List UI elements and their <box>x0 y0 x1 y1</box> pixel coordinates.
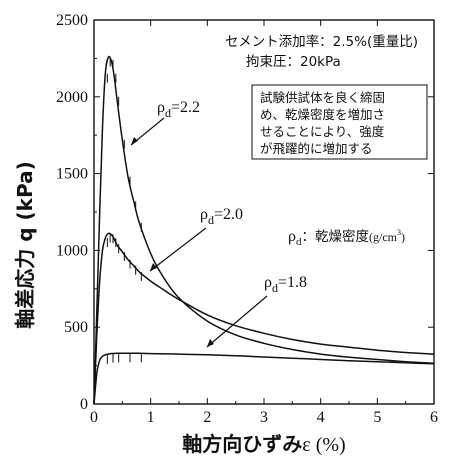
series-line-2-2 <box>93 55 435 405</box>
series-label-2-0: ρd=2.0 <box>149 206 243 272</box>
plot-frame <box>93 19 435 405</box>
y-tick-label: 2000 <box>56 89 88 106</box>
x-tick-label: 4 <box>317 409 325 426</box>
axes: 0 1 2 3 4 5 6 0 500 1000 1500 2000 2500 <box>56 12 438 426</box>
series-label-2-2-rho: ρ <box>157 99 165 116</box>
series-label-2-2: ρd=2.2 <box>130 99 200 146</box>
density-legend-text: ：乾燥密度 <box>301 228 369 245</box>
density-legend-rho: ρ <box>288 228 296 245</box>
series-label-1-8-sub: d <box>272 281 278 295</box>
series-label-2-0-value: =2.0 <box>214 206 243 223</box>
series-label-1-8-value: =1.8 <box>278 274 307 291</box>
y-tick-label: 1000 <box>56 242 88 259</box>
x-tick-label: 3 <box>260 409 268 426</box>
x-tick-label: 0 <box>90 409 98 426</box>
y-axis-label: 軸差応力 q (kPa) <box>13 161 37 328</box>
density-legend-rho-sub: d <box>296 236 302 248</box>
note-line-3: せることにより、強度 <box>260 124 385 139</box>
density-legend-sup: 3 <box>397 228 401 237</box>
series-label-2-0-rho: ρ <box>200 206 208 223</box>
series-label-2-0-sub: d <box>208 213 214 227</box>
cement-ratio-annotation: セメント添加率：2.5%(重量比) <box>225 33 418 50</box>
x-tick-label: 2 <box>203 409 211 426</box>
series-line-1-8 <box>93 352 435 405</box>
y-tick-label: 500 <box>64 319 88 336</box>
series-label-1-8-rho: ρ <box>264 274 272 291</box>
series-label-2-2-value: =2.2 <box>171 99 200 116</box>
svg-text:ρd=1.8: ρd=1.8 <box>264 274 307 295</box>
density-legend-close: ) <box>401 230 405 244</box>
series-label-1-8: ρd=1.8 <box>206 274 307 348</box>
density-legend-unit: (g/cm <box>369 230 398 244</box>
svg-text:ρd=2.2: ρd=2.2 <box>157 99 200 120</box>
svg-text:ρd=2.0: ρd=2.0 <box>200 206 243 227</box>
x-tick-label: 6 <box>430 409 438 426</box>
note-box: 試験供試体を良く締固 め、乾燥密度を増加さ せることにより、強度 が飛躍的に増加… <box>251 84 428 160</box>
note-line-1: 試験供試体を良く締固 <box>260 90 385 105</box>
y-tick-label: 0 <box>80 396 88 413</box>
x-axis-label-main: 軸方向ひずみ <box>182 432 302 456</box>
note-line-2: め、乾燥密度を増加さ <box>260 107 385 122</box>
confining-pressure-annotation: 拘束圧：20kPa <box>246 54 341 70</box>
x-axis-label-unit: ε (%) <box>302 434 345 456</box>
y-tick-label: 1500 <box>56 166 88 183</box>
x-tick-label: 5 <box>373 409 381 426</box>
x-axis-label: 軸方向ひずみε (%) <box>182 432 345 456</box>
y-tick-label: 2500 <box>56 12 88 29</box>
series-label-2-2-sub: d <box>165 106 171 120</box>
note-line-4: が飛躍的に増加する <box>260 141 373 156</box>
series-group <box>93 55 435 405</box>
density-legend: ρd：乾燥密度(g/cm3) <box>288 228 405 248</box>
x-tick-label: 1 <box>147 409 155 426</box>
series-line-2-0 <box>93 232 435 405</box>
